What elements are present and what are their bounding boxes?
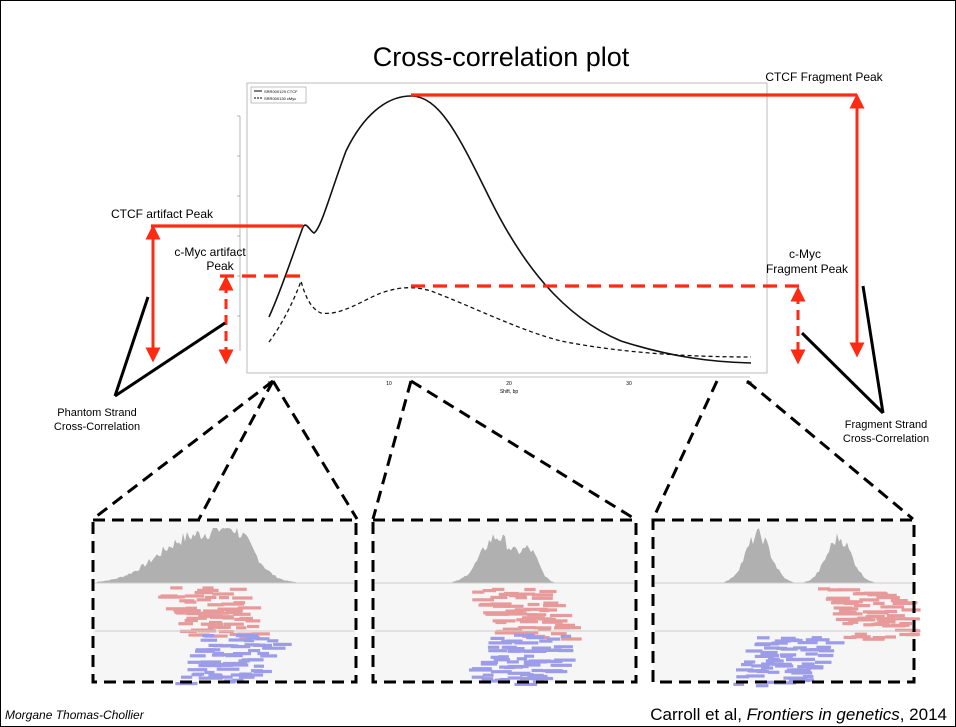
slide-title: Cross-correlation plot [373,42,630,72]
plot-frame [247,83,767,373]
x-tick-20: 20 [506,381,512,387]
fragment-label-2: Cross-Correlation [843,433,929,445]
x-tick-10: 10 [386,381,392,387]
cmyc-artifact-peak-label-2: Peak [206,259,234,273]
legend-ctcf: SRR000129 CTCF [264,89,298,94]
genome-track-panels [93,520,921,687]
citation: Carroll et al, Frontiers in genetics, 20… [650,705,947,724]
x-tick-30: 30 [626,381,632,387]
cmyc-curve [269,281,751,357]
panel-right [653,520,921,687]
citation-pre: Carroll et al, [650,705,746,724]
phantom-label-1: Phantom Strand [57,407,137,419]
x-axis-label: Shift, bp [500,389,519,395]
ctcf-artifact-peak-label: CTCF artifact Peak [111,207,214,221]
ctcf-fragment-peak-label: CTCF Fragment Peak [765,70,883,84]
y-axis [237,116,240,351]
peak-markers [151,95,857,286]
phantom-label-2: Cross-Correlation [54,421,140,433]
zoom-connectors [93,381,913,519]
plot-legend: SRR000129 CTCF SRR000130 cMyc [251,87,306,103]
x-axis: 0 10 20 30 40 Shift, bp [268,377,752,395]
author-credit: Morgane Thomas-Chollier [5,708,145,722]
fragment-label-1: Fragment Strand [845,419,928,431]
citation-post: , 2014 [900,705,947,724]
arrows [153,101,857,357]
panel-left [93,520,356,685]
cmyc-fragment-peak-label-1: c-Myc [789,247,821,261]
cmyc-artifact-peak-label-1: c-Myc artifact [174,245,246,259]
cmyc-fragment-peak-label-2: Fragment Peak [766,262,849,276]
legend-cmyc: SRR000130 cMyc [264,96,296,101]
panel-middle [373,520,636,686]
citation-journal: Frontiers in genetics [747,705,901,724]
